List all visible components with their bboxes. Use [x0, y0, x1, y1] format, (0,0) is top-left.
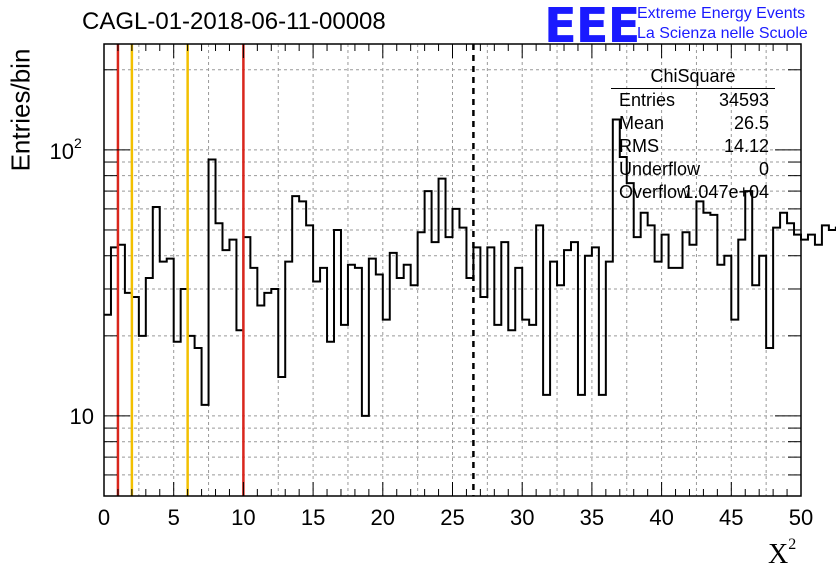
x-tick-label: 30 [510, 505, 534, 530]
x-axis-label: X2 [768, 536, 796, 571]
y-axis-label-text: Entries/bin [5, 48, 36, 172]
stats-row-underflow: Underflow 0 [611, 158, 777, 181]
stats-value: 26.5 [733, 113, 769, 133]
stats-title: ChiSquare [611, 66, 775, 89]
histogram-series [104, 118, 836, 417]
x-tick-label: 40 [649, 505, 673, 530]
logo-line-2: La Scienza nelle Scuole [637, 25, 808, 42]
x-tick-label: 0 [98, 505, 110, 530]
stats-row-entries: Entries 34593 [611, 89, 777, 112]
chart-title: CAGL-01-2018-06-11-00008 [82, 8, 386, 35]
x-tick-label: 45 [719, 505, 743, 530]
y-axis-label: Entries/bin [6, 40, 36, 180]
stats-label: Entries [619, 90, 676, 110]
stats-value: 1.047e+04 [683, 182, 769, 202]
x-axis-label-text: X [768, 539, 789, 570]
stats-label: Underflow [619, 159, 701, 179]
x-axis-label-sup: 2 [788, 536, 797, 553]
stats-row-rms: RMS 14.12 [611, 135, 777, 158]
stats-label: Mean [619, 113, 665, 133]
eee-logo-mark: EEE [544, 0, 640, 54]
x-tick-label: 5 [168, 505, 180, 530]
y-tick-label-exp: 2 [74, 135, 82, 151]
x-tick-label: 15 [301, 505, 325, 530]
stats-label: Overflow [619, 182, 691, 202]
y-tick-label: 10 [70, 404, 94, 429]
x-tick-label: 50 [789, 505, 813, 530]
stats-label: RMS [619, 136, 659, 156]
stats-row-mean: Mean 26.5 [611, 112, 777, 135]
x-tick-label: 10 [231, 505, 255, 530]
stats-value: 14.12 [723, 136, 769, 156]
stats-value: 34593 [718, 90, 769, 110]
eee-logo-text: Extreme Energy Events La Scienza nelle S… [637, 4, 808, 44]
logo-line-1: Extreme Energy Events [637, 5, 806, 22]
x-tick-label: 25 [440, 505, 464, 530]
stats-value: 0 [758, 159, 769, 179]
x-tick-label: 20 [371, 505, 395, 530]
y-tick-label: 10 [50, 139, 74, 164]
stats-row-overflow: Overflow 1.047e+04 [611, 181, 777, 204]
x-tick-label: 35 [580, 505, 604, 530]
stats-box: ChiSquare Entries 34593 Mean 26.5 RMS 14.12… [611, 66, 777, 204]
